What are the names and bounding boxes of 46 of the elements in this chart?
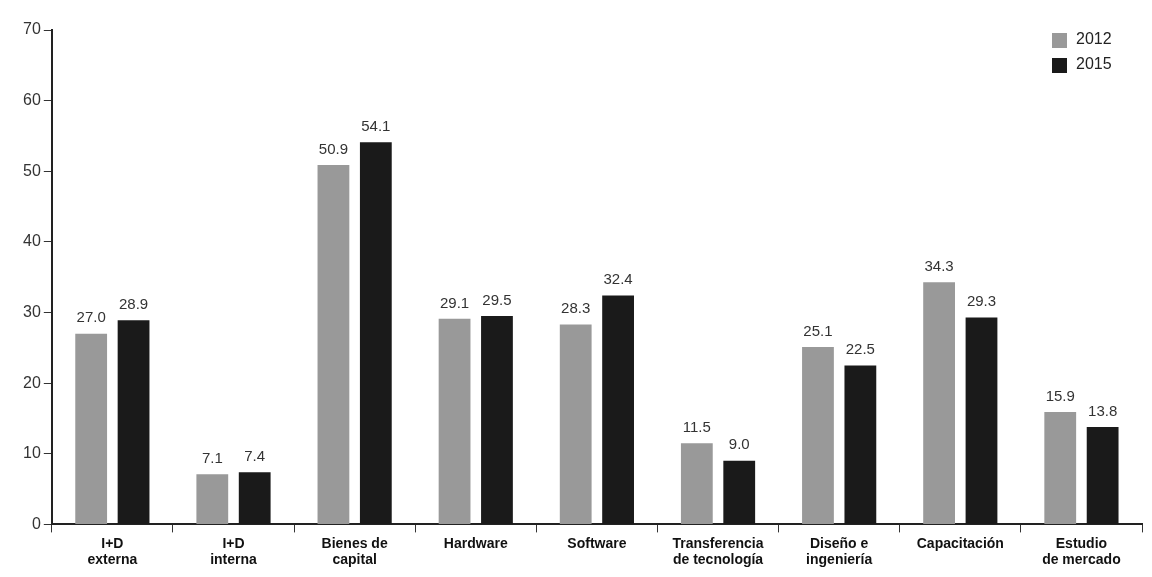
y-tick-label: 50	[23, 161, 41, 179]
data-label: 34.3	[924, 256, 954, 274]
data-label: 7.4	[244, 446, 266, 464]
data-label: 25.1	[803, 321, 833, 339]
y-tick-label: 60	[23, 91, 41, 109]
y-tick-label: 40	[23, 232, 41, 250]
data-label: 13.8	[1088, 401, 1118, 419]
x-tick-label: Software	[567, 534, 627, 551]
y-tick-label: 30	[23, 302, 41, 320]
data-label: 29.5	[482, 290, 512, 308]
bar	[923, 282, 955, 524]
y-tick-label: 70	[23, 20, 41, 38]
data-label: 28.3	[561, 299, 591, 317]
data-label: 50.9	[318, 139, 349, 157]
x-tick-label: I+D interna	[210, 534, 258, 568]
x-tick-label: Hardware	[443, 534, 508, 551]
x-tick-label: I+D externa	[87, 534, 138, 568]
data-label: 28.9	[118, 294, 149, 312]
data-label: 22.5	[845, 340, 875, 358]
legend-label: 2012	[1076, 30, 1112, 48]
data-label: 54.1	[361, 116, 391, 134]
bar	[1044, 412, 1077, 524]
data-label: 29.1	[439, 293, 470, 311]
bar	[559, 324, 592, 524]
x-tick-label: Transferencia de tecnología	[672, 534, 764, 568]
legend-label: 2015	[1076, 55, 1112, 73]
data-label: 15.9	[1045, 386, 1075, 404]
bar	[196, 474, 229, 524]
bar	[438, 318, 471, 524]
bar	[317, 164, 350, 524]
data-label: 7.1	[201, 448, 223, 466]
x-tick-label: Bienes de capital	[321, 534, 388, 568]
bar	[802, 347, 834, 524]
data-label: 32.4	[603, 270, 633, 288]
data-label: 9.0	[728, 435, 750, 453]
data-label: 11.5	[682, 417, 711, 435]
y-tick-label: 20	[23, 373, 41, 391]
y-tick-label: 10	[23, 444, 41, 462]
x-tick-label: Capacitación	[916, 534, 1004, 551]
data-label: 27.0	[76, 308, 106, 326]
bar	[75, 333, 108, 524]
x-tick-label: Diseño e ingeniería	[806, 534, 873, 568]
bar	[680, 443, 713, 524]
x-tick-label: Estudio de mercado	[1042, 534, 1121, 568]
data-label: 29.3	[966, 292, 997, 310]
y-tick-label: 0	[31, 514, 41, 532]
